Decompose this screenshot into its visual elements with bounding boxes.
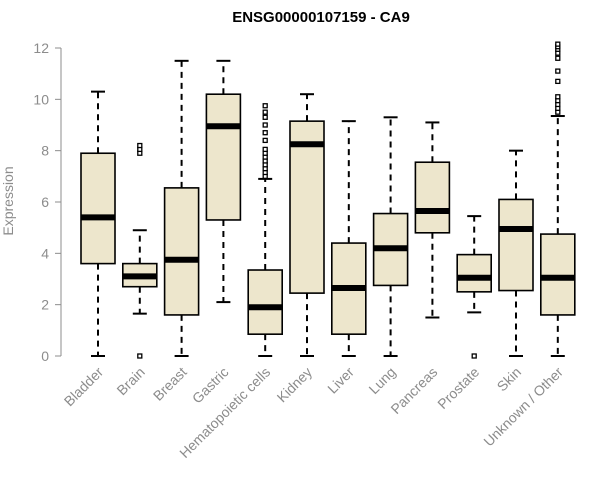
y-axis: 0 2 4 6 8 10 12 — [33, 40, 62, 364]
box-group-prostate — [456, 215, 493, 359]
outlier-hematopoietic-cells-12 — [262, 109, 268, 115]
box-group-breast — [163, 59, 200, 357]
box-group-unknown-other — [539, 41, 576, 357]
outlier-unknown-other-6 — [555, 68, 561, 74]
box-gastric — [205, 93, 242, 221]
outlier-hematopoietic-cells-9 — [262, 130, 268, 136]
outlier-hematopoietic-cells-11 — [262, 114, 268, 120]
x-tick-label-breast: Breast — [150, 364, 190, 404]
y-tick-label-4: 4 — [41, 245, 49, 261]
box-bladder — [80, 152, 116, 265]
y-tick-label-12: 12 — [33, 40, 49, 56]
box-group-hematopoietic-cells — [247, 103, 283, 357]
outlier-unknown-other-11 — [555, 41, 561, 47]
outlier-hematopoietic-cells-7 — [262, 146, 268, 153]
box-skin — [498, 198, 534, 292]
x-tick-label-bladder: Bladder — [61, 364, 107, 410]
x-tick-label-unknown-other: Unknown / Other — [480, 364, 566, 450]
outlier-unknown-other-5 — [555, 78, 561, 85]
boxes-group — [80, 41, 576, 359]
box-group-liver — [330, 120, 367, 357]
box-group-lung — [372, 116, 409, 357]
outlier-brain-0 — [137, 353, 143, 359]
x-tick-label-prostate: Prostate — [434, 364, 482, 412]
box-group-pancreas — [414, 121, 451, 319]
x-tick-label-brain: Brain — [113, 364, 147, 398]
x-tick-label-lung: Lung — [365, 364, 398, 397]
y-tick-label-8: 8 — [41, 143, 49, 159]
box-group-gastric — [205, 59, 242, 304]
box-hematopoietic-cells — [247, 269, 283, 335]
outlier-hematopoietic-cells-10 — [262, 122, 268, 128]
outlier-unknown-other-4 — [555, 94, 561, 100]
y-tick-label-0: 0 — [41, 348, 49, 364]
outlier-brain-3 — [137, 142, 143, 149]
x-tick-label-liver: Liver — [324, 364, 357, 397]
box-group-bladder — [80, 90, 116, 357]
x-tick-label-skin: Skin — [494, 364, 525, 395]
outlier-hematopoietic-cells-13 — [262, 103, 268, 109]
box-unknown-other — [539, 233, 576, 316]
box-group-kidney — [289, 93, 325, 357]
box-kidney — [289, 120, 325, 294]
box-prostate — [456, 253, 493, 293]
y-tick-label-10: 10 — [33, 91, 49, 107]
chart-title: ENSG00000107159 - CA9 — [232, 9, 410, 26]
outlier-unknown-other-7 — [555, 55, 561, 61]
y-axis-label: Expression — [0, 166, 16, 235]
y-tick-label-2: 2 — [41, 297, 49, 313]
box-group-skin — [498, 149, 534, 357]
y-tick-label-6: 6 — [41, 194, 49, 210]
outlier-prostate-0 — [471, 353, 477, 359]
box-pancreas — [414, 161, 451, 234]
box-group-brain — [122, 142, 158, 359]
box-breast — [163, 187, 200, 316]
x-tick-label-kidney: Kidney — [274, 364, 316, 406]
outlier-hematopoietic-cells-8 — [262, 137, 268, 144]
